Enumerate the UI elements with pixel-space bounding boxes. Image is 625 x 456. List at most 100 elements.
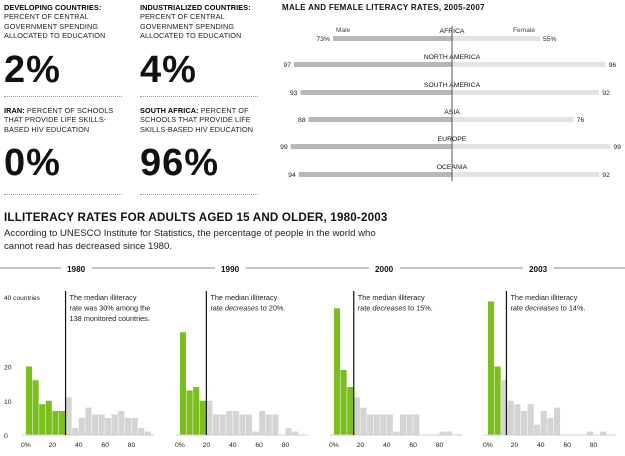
year-label-gap [215, 263, 246, 274]
histogram-bar [285, 428, 292, 435]
x-tick-label: 0% [483, 442, 493, 449]
median-annotation: rate decreases to 20%. [210, 304, 285, 313]
legend-female: Female [513, 27, 535, 34]
histogram-bar [446, 431, 453, 435]
x-tick-label: 60 [101, 442, 109, 449]
histogram-bar [600, 431, 607, 435]
histogram-bar [212, 414, 220, 435]
male-value: 93 [290, 90, 298, 97]
histogram-bar [353, 397, 360, 435]
year-label: 2000 [375, 265, 394, 274]
year-label: 1990 [221, 265, 240, 274]
male-bar [333, 36, 452, 41]
female-bar [452, 62, 606, 67]
x-tick-label: 0% [175, 442, 185, 449]
histogram-bar [232, 411, 239, 435]
female-value: 99 [613, 144, 621, 151]
x-tick-label: 60 [409, 442, 417, 449]
stat-head: IRAN: [4, 106, 25, 115]
male-bar [298, 172, 452, 177]
histogram-bar [138, 428, 145, 435]
female-value: 96 [609, 62, 617, 69]
histogram-bar [118, 411, 125, 435]
female-value: 55% [543, 36, 557, 43]
histogram-bar [144, 431, 151, 435]
histogram-bar [78, 417, 85, 435]
histogram-bar [219, 414, 226, 435]
female-bar [452, 117, 574, 122]
histogram-bar [111, 414, 118, 435]
histogram-bar [72, 428, 79, 435]
histogram-bar [179, 332, 187, 435]
male-bar [300, 90, 452, 95]
histogram-bar [501, 380, 508, 435]
histogram-bar [193, 387, 200, 435]
median-annotation: The median illiteracy [358, 293, 425, 302]
histogram-bar [527, 404, 534, 435]
year-label-gap [523, 263, 554, 274]
stat-text: PERCENT OF SCHOOLS THAT PROVIDE LIFE SKI… [140, 106, 254, 134]
histogram-bar [32, 380, 39, 435]
histogram-bar [439, 431, 446, 435]
year-label: 1980 [67, 265, 86, 274]
histogram-bar [540, 411, 547, 435]
section-title: ILLITERACY RATES FOR ADULTS AGED 15 AND … [4, 211, 388, 224]
male-value: 73% [316, 36, 330, 43]
x-tick-label: 80 [590, 442, 598, 449]
histogram-bar [131, 417, 138, 435]
histogram-bar [25, 366, 33, 435]
x-tick-label: 20 [203, 442, 211, 449]
histogram-bar [91, 414, 99, 435]
x-tick-label: 40 [229, 442, 237, 449]
histogram-bar [413, 414, 420, 435]
histogram-bar [39, 404, 46, 435]
female-bar [452, 36, 540, 41]
x-tick-label: 60 [563, 442, 571, 449]
y-tick-label: 10 [4, 399, 12, 406]
median-annotation: The median illiteracy [210, 293, 277, 302]
histogram-bar [360, 407, 367, 435]
x-tick-label: 0% [329, 442, 339, 449]
median-annotation: 138 monitored countries. [70, 314, 150, 323]
histogram-bar [393, 431, 400, 435]
stat-label: INDUSTRIALIZED COUNTRIES: PERCENT OF CENT… [140, 3, 258, 41]
stat-head: SOUTH AFRICA: [140, 106, 199, 115]
median-annotation: The median illiteracy [510, 293, 577, 302]
histogram-bar [494, 366, 501, 435]
histogram-bar [347, 387, 354, 435]
histogram-bar [272, 414, 279, 435]
divider [140, 194, 258, 195]
histogram-bar [514, 404, 521, 435]
stat-label: DEVELOPING COUNTRIES: PERCENT OF CENTRAL … [4, 3, 122, 41]
histogram-bar [520, 411, 528, 435]
intro-text: According to UNESCO Institute for Statis… [4, 228, 376, 252]
female-value: 76 [577, 117, 585, 124]
stat-label: IRAN: PERCENT OF SCHOOLS THAT PROVIDE LI… [4, 106, 122, 134]
female-value: 92 [602, 172, 610, 179]
divider [140, 96, 258, 97]
x-tick-label: 0% [21, 442, 31, 449]
stat-value: 96% [140, 142, 220, 184]
stat-iran: IRAN: PERCENT OF SCHOOLS THAT PROVIDE LI… [4, 106, 122, 182]
stat-text: PERCENT OF CENTRAL GOVERNMENT SPENDING A… [4, 12, 106, 41]
histogram-bar [45, 400, 52, 435]
x-tick-label: 60 [255, 442, 263, 449]
histogram-bar [340, 369, 347, 435]
stat-value: 4% [140, 49, 197, 91]
histogram-bar [186, 390, 193, 435]
histogram-bar [399, 414, 407, 435]
histogram-bar [553, 407, 561, 435]
x-tick-label: 40 [75, 442, 83, 449]
female-value: 92 [602, 90, 610, 97]
histogram-bar [292, 431, 299, 435]
stat-text: PERCENT OF SCHOOLS THAT PROVIDE LIFE SKI… [4, 106, 114, 134]
divider [4, 194, 122, 195]
histogram-bar [58, 411, 66, 435]
median-annotation: rate decreases to 14%. [510, 304, 585, 313]
male-value: 97 [283, 62, 291, 69]
histogram-bar [245, 414, 253, 435]
median-annotation: The median illiteracy [70, 293, 137, 302]
x-tick-label: 80 [436, 442, 444, 449]
median-annotation: rate decreases to 15%. [358, 304, 433, 313]
